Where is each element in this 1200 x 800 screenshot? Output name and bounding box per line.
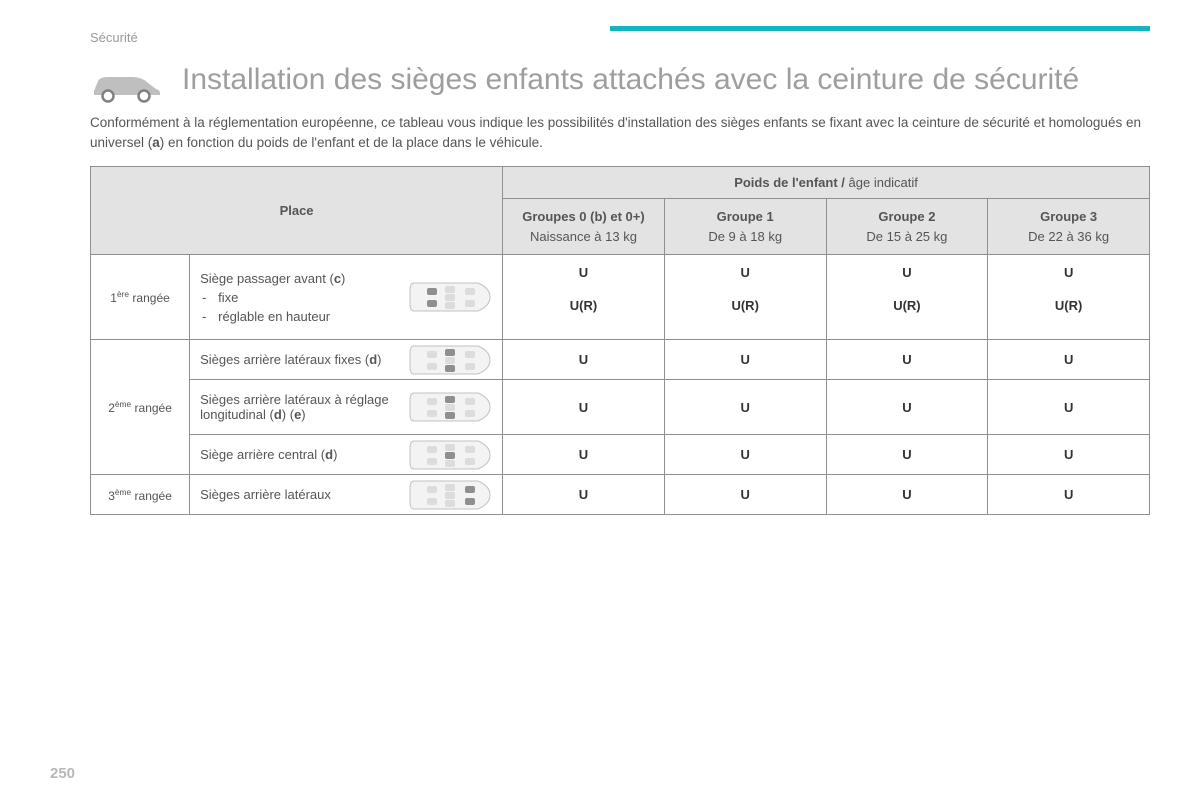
- table-row: 2ème rangéeSièges arrière latéraux fixes…: [91, 340, 1150, 380]
- value-cell: U: [826, 380, 988, 435]
- value-cell: U: [664, 475, 826, 515]
- page-number: 250: [50, 765, 75, 782]
- value-cell: UU(R): [826, 255, 988, 340]
- value-cell: UU(R): [664, 255, 826, 340]
- value-cell: U: [826, 340, 988, 380]
- row-label-0: 1ère rangée: [91, 255, 190, 340]
- value-cell: UU(R): [988, 255, 1150, 340]
- page-title: Installation des sièges enfants attachés…: [182, 63, 1079, 98]
- table-row: Sièges arrière latéraux à réglage longit…: [91, 380, 1150, 435]
- accent-bar: [610, 26, 1150, 31]
- value-cell: U: [664, 340, 826, 380]
- intro-text: Conformément à la réglementation europée…: [90, 113, 1150, 152]
- value-cell: U: [664, 435, 826, 475]
- seat-layout-icon: [408, 388, 494, 426]
- table-body: 1ère rangéeSiège passager avant (c)fixer…: [91, 255, 1150, 515]
- group-header-0: Groupes 0 (b) et 0+)Naissance à 13 kg: [503, 199, 665, 255]
- seat-layout-icon: [408, 476, 494, 514]
- value-cell: UU(R): [503, 255, 665, 340]
- value-cell: U: [503, 380, 665, 435]
- group-header-2: Groupe 2De 15 à 25 kg: [826, 199, 988, 255]
- table-row: Siège arrière central (d)UUUU: [91, 435, 1150, 475]
- value-cell: U: [503, 475, 665, 515]
- table-row: 1ère rangéeSiège passager avant (c)fixer…: [91, 255, 1150, 340]
- group-header-3: Groupe 3De 22 à 36 kg: [988, 199, 1150, 255]
- seat-layout-icon: [408, 436, 494, 474]
- seat-cell: Siège passager avant (c)fixeréglable en …: [190, 255, 503, 340]
- seat-cell: Sièges arrière latéraux fixes (d): [190, 340, 503, 380]
- seat-layout-icon: [408, 341, 494, 379]
- section-label: Sécurité: [90, 30, 1150, 45]
- car-icon: [90, 69, 164, 103]
- page-header: Installation des sièges enfants attachés…: [90, 63, 1150, 103]
- table-head: Place Poids de l'enfant / âge indicatif …: [91, 167, 1150, 255]
- value-cell: U: [826, 435, 988, 475]
- seat-table: Place Poids de l'enfant / âge indicatif …: [90, 166, 1150, 515]
- group-header-1: Groupe 1De 9 à 18 kg: [664, 199, 826, 255]
- value-cell: U: [988, 435, 1150, 475]
- table-row: 3ème rangéeSièges arrière latérauxUUUU: [91, 475, 1150, 515]
- value-cell: U: [988, 475, 1150, 515]
- value-cell: U: [988, 340, 1150, 380]
- seat-cell: Sièges arrière latéraux: [190, 475, 503, 515]
- value-cell: U: [503, 340, 665, 380]
- seat-layout-icon: [408, 278, 494, 316]
- value-cell: U: [503, 435, 665, 475]
- row-label-1: 2ème rangée: [91, 340, 190, 475]
- row-label-2: 3ème rangée: [91, 475, 190, 515]
- weight-header: Poids de l'enfant / âge indicatif: [503, 167, 1150, 199]
- place-header: Place: [91, 167, 503, 255]
- value-cell: U: [826, 475, 988, 515]
- value-cell: U: [988, 380, 1150, 435]
- seat-cell: Siège arrière central (d): [190, 435, 503, 475]
- seat-cell: Sièges arrière latéraux à réglage longit…: [190, 380, 503, 435]
- value-cell: U: [664, 380, 826, 435]
